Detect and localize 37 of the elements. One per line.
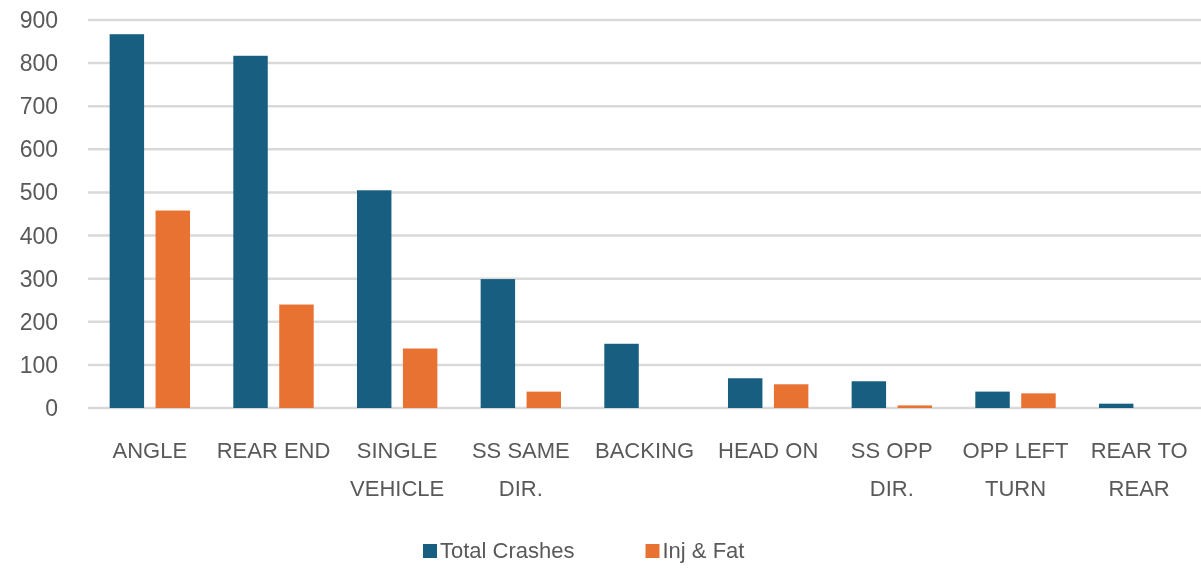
y-tick-label: 800 <box>19 50 58 77</box>
y-tick-label: 500 <box>19 179 58 206</box>
x-tick-label: BACKING <box>594 438 695 463</box>
y-tick-label: 200 <box>19 308 58 335</box>
bar <box>155 210 191 408</box>
y-tick-label: 400 <box>19 222 58 249</box>
y-tick-label: 900 <box>19 7 58 34</box>
x-tick-label: OPP LEFT TURN <box>962 438 1069 501</box>
y-tick-label: 100 <box>19 351 58 378</box>
bar <box>233 55 268 408</box>
x-tick-label: ANGLE <box>112 438 188 463</box>
legend-label: Total Crashes <box>440 538 575 563</box>
bar <box>727 378 763 408</box>
bar <box>356 190 392 408</box>
bar <box>526 391 562 408</box>
y-tick-label: 600 <box>19 136 58 163</box>
bar <box>1021 393 1056 408</box>
bar <box>480 279 516 408</box>
x-tick-label: SS SAME DIR. <box>471 438 570 501</box>
y-tick-label: 300 <box>19 265 58 292</box>
x-tick-label: SINGLE VEHICLE <box>350 438 445 501</box>
bar <box>402 348 438 408</box>
x-tick-label: REAR TO REAR <box>1090 438 1188 501</box>
bar <box>109 34 145 408</box>
legend-label: Inj & Fat <box>662 538 745 563</box>
y-tick-label: 0 <box>45 395 58 422</box>
bar <box>279 304 314 408</box>
bar <box>604 343 639 408</box>
bar <box>1098 403 1134 408</box>
x-tick-label: REAR END <box>216 438 331 463</box>
y-tick-label: 700 <box>19 93 58 120</box>
x-tick-label: SS OPP DIR. <box>850 438 933 501</box>
bar <box>897 405 933 408</box>
bar <box>975 391 1010 408</box>
bar <box>773 384 809 408</box>
bar <box>851 381 887 408</box>
x-tick-label: HEAD ON <box>718 438 819 463</box>
